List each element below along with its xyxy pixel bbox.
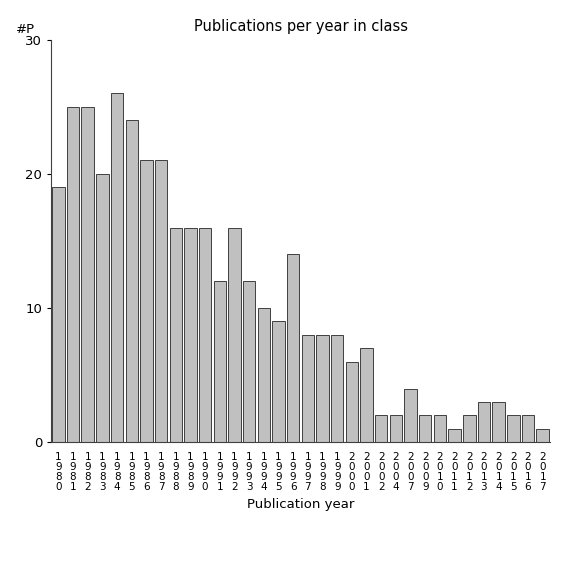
- Bar: [478, 402, 490, 442]
- Bar: [155, 160, 167, 442]
- Bar: [96, 174, 109, 442]
- Bar: [507, 416, 519, 442]
- Bar: [214, 281, 226, 442]
- Bar: [82, 107, 94, 442]
- Bar: [170, 227, 182, 442]
- Bar: [287, 255, 299, 442]
- Bar: [184, 227, 197, 442]
- Bar: [404, 388, 417, 442]
- Bar: [125, 120, 138, 442]
- Bar: [375, 416, 387, 442]
- Title: Publications per year in class: Publications per year in class: [193, 19, 408, 35]
- Bar: [316, 335, 329, 442]
- Bar: [229, 227, 241, 442]
- Bar: [492, 402, 505, 442]
- Bar: [360, 348, 373, 442]
- Bar: [243, 281, 255, 442]
- Text: #P: #P: [16, 23, 35, 36]
- Bar: [272, 321, 285, 442]
- X-axis label: Publication year: Publication year: [247, 497, 354, 510]
- Bar: [522, 416, 534, 442]
- Bar: [67, 107, 79, 442]
- Bar: [331, 335, 344, 442]
- Bar: [390, 416, 402, 442]
- Bar: [346, 362, 358, 442]
- Bar: [111, 94, 123, 442]
- Bar: [434, 416, 446, 442]
- Bar: [536, 429, 549, 442]
- Bar: [257, 308, 270, 442]
- Bar: [140, 160, 153, 442]
- Bar: [419, 416, 431, 442]
- Bar: [199, 227, 211, 442]
- Bar: [448, 429, 461, 442]
- Bar: [52, 187, 65, 442]
- Bar: [302, 335, 314, 442]
- Bar: [463, 416, 476, 442]
